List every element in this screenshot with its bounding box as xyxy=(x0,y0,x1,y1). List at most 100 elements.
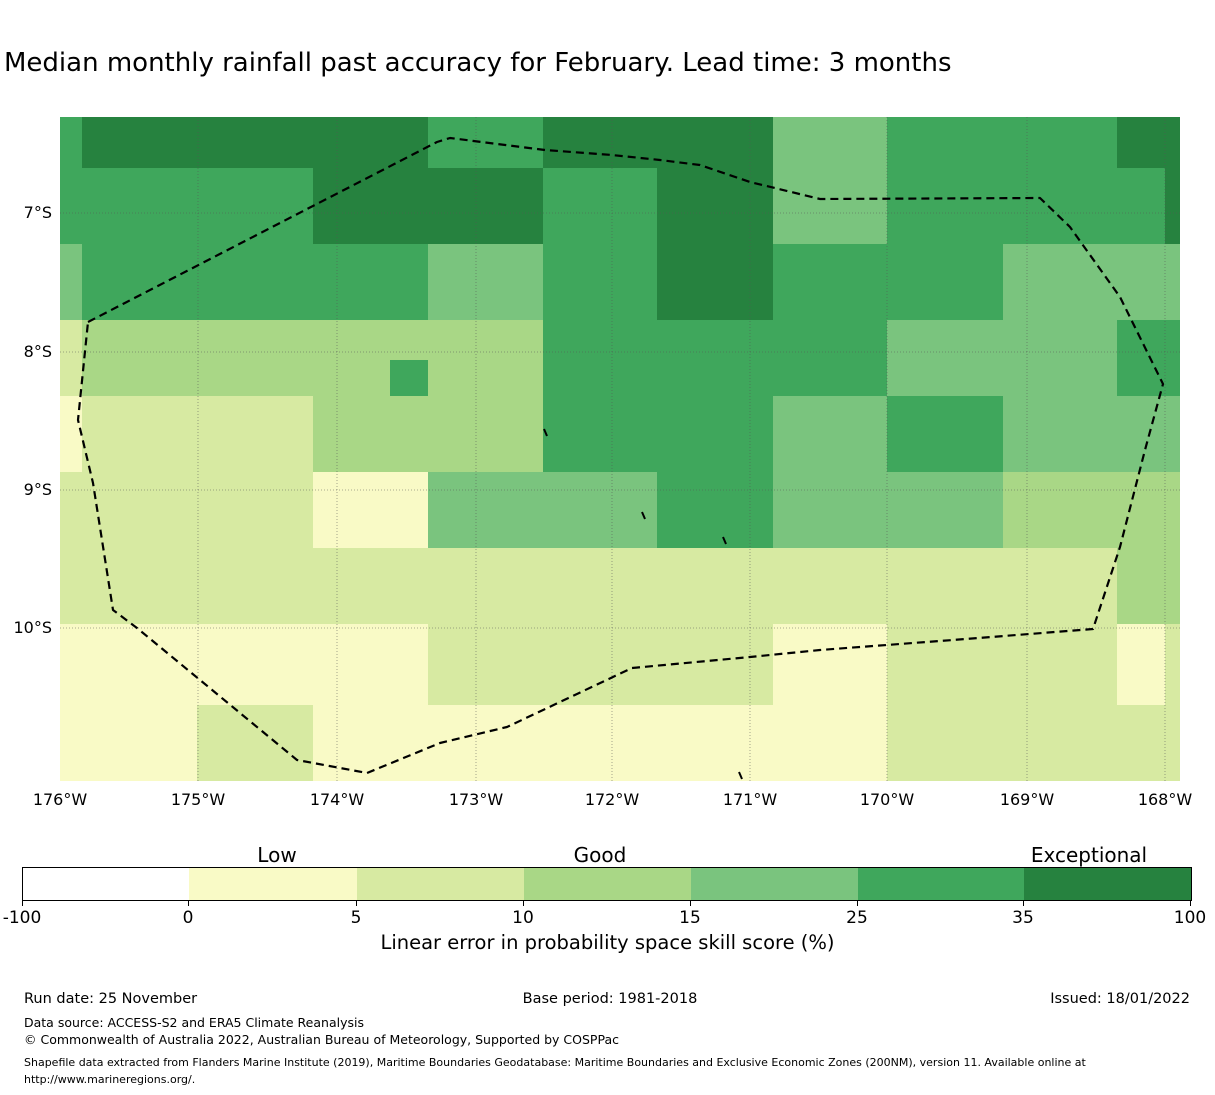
map-cell xyxy=(543,548,657,624)
colorbar-tick-label: 0 xyxy=(182,908,194,928)
legend-category-label: Low xyxy=(257,843,297,867)
map-cell xyxy=(1003,117,1117,168)
colorbar-tick-label: -100 xyxy=(2,908,42,928)
map-cell xyxy=(60,117,82,168)
map-cell xyxy=(82,624,197,705)
chart-title: Median monthly rainfall past accuracy fo… xyxy=(4,48,952,78)
map-cell xyxy=(773,168,887,244)
colorbar-tick-mark xyxy=(690,901,691,906)
map-cell xyxy=(313,548,428,624)
map-cell xyxy=(82,320,197,396)
map-cell xyxy=(313,705,428,781)
x-tick-label: 169°W xyxy=(999,790,1055,809)
map-cell xyxy=(887,244,1003,320)
map-cell xyxy=(82,168,197,244)
map-cell xyxy=(543,472,657,548)
map-cell xyxy=(1165,396,1180,472)
map-cell xyxy=(428,548,543,624)
map-cell xyxy=(887,705,1003,781)
y-tick-label: 10°S xyxy=(13,618,52,637)
map-cell xyxy=(428,244,543,320)
map-cell xyxy=(657,705,773,781)
colorbar-tick-mark xyxy=(857,901,858,906)
island-mark xyxy=(738,771,743,780)
map-cell xyxy=(657,117,773,168)
map-cell xyxy=(82,705,197,781)
x-tick-label: 174°W xyxy=(309,790,365,809)
colorbar-tick-mark xyxy=(1190,901,1191,906)
map-cell xyxy=(313,168,428,244)
map-cell xyxy=(887,320,1003,396)
colorbar-tick-label: 5 xyxy=(350,908,362,928)
map-cell xyxy=(1165,548,1180,624)
map-cell xyxy=(773,548,887,624)
map-cell xyxy=(60,548,82,624)
x-tick-label: 171°W xyxy=(722,790,778,809)
x-tick-label: 173°W xyxy=(448,790,504,809)
map-cell xyxy=(773,320,887,396)
map-cell xyxy=(1117,548,1165,624)
colorbar-segment xyxy=(524,868,691,900)
colorbar-tick-label: 25 xyxy=(846,908,868,928)
map-cell xyxy=(428,705,543,781)
map-cell xyxy=(543,624,657,705)
map-cell xyxy=(1165,117,1180,168)
map-cell xyxy=(197,117,313,168)
map-cell xyxy=(887,472,1003,548)
map-cell xyxy=(1003,624,1117,705)
map-cell xyxy=(197,244,313,320)
map-cell xyxy=(543,705,657,781)
map-cell xyxy=(60,624,82,705)
map-cell xyxy=(657,396,773,472)
y-tick-label: 9°S xyxy=(23,480,52,499)
map-cell xyxy=(313,472,428,548)
colorbar-segment xyxy=(1024,868,1191,900)
map-cell xyxy=(1117,244,1165,320)
colorbar-segment xyxy=(858,868,1024,900)
colorbar-axis-label: Linear error in probability space skill … xyxy=(380,931,835,954)
map-cell xyxy=(1003,705,1117,781)
map-cell xyxy=(1003,320,1117,396)
map-cell xyxy=(1165,705,1180,781)
map-cell xyxy=(1165,320,1180,396)
colorbar-tick-label: 100 xyxy=(1173,908,1207,928)
x-tick-label: 176°W xyxy=(32,790,88,809)
map-cell xyxy=(1165,624,1180,705)
map-cell xyxy=(1165,244,1180,320)
map-cell xyxy=(773,472,887,548)
map-cell xyxy=(428,320,543,396)
map-cell xyxy=(60,472,82,548)
colorbar-tick-mark xyxy=(356,901,357,906)
y-tick-label: 8°S xyxy=(23,342,52,361)
map-cell xyxy=(60,320,82,396)
map-cell xyxy=(82,396,197,472)
map-cell xyxy=(773,396,887,472)
map-cell xyxy=(773,244,887,320)
map-cell xyxy=(773,705,887,781)
x-tick-label: 172°W xyxy=(584,790,640,809)
x-tick-label: 175°W xyxy=(170,790,226,809)
map-cell xyxy=(197,168,313,244)
data-source: Data source: ACCESS-S2 and ERA5 Climate … xyxy=(24,1015,364,1030)
map-cell xyxy=(197,548,313,624)
map-cell xyxy=(60,396,82,472)
map-cell xyxy=(657,244,773,320)
map-cell xyxy=(773,624,887,705)
map-cell xyxy=(543,320,657,396)
map-cell xyxy=(657,320,773,396)
map-cell xyxy=(60,705,82,781)
map-cell xyxy=(197,396,313,472)
map-cell xyxy=(1003,472,1117,548)
map-cell xyxy=(313,244,428,320)
map-cell xyxy=(82,472,197,548)
map-cell xyxy=(428,472,543,548)
map-cell xyxy=(197,705,313,781)
map-cell xyxy=(543,244,657,320)
colorbar xyxy=(22,867,1192,901)
colorbar-tick-mark xyxy=(523,901,524,906)
map-cell xyxy=(60,168,82,244)
map-cell xyxy=(773,117,887,168)
colorbar-tick-mark xyxy=(188,901,189,906)
legend-category-label: Exceptional xyxy=(1030,843,1148,867)
